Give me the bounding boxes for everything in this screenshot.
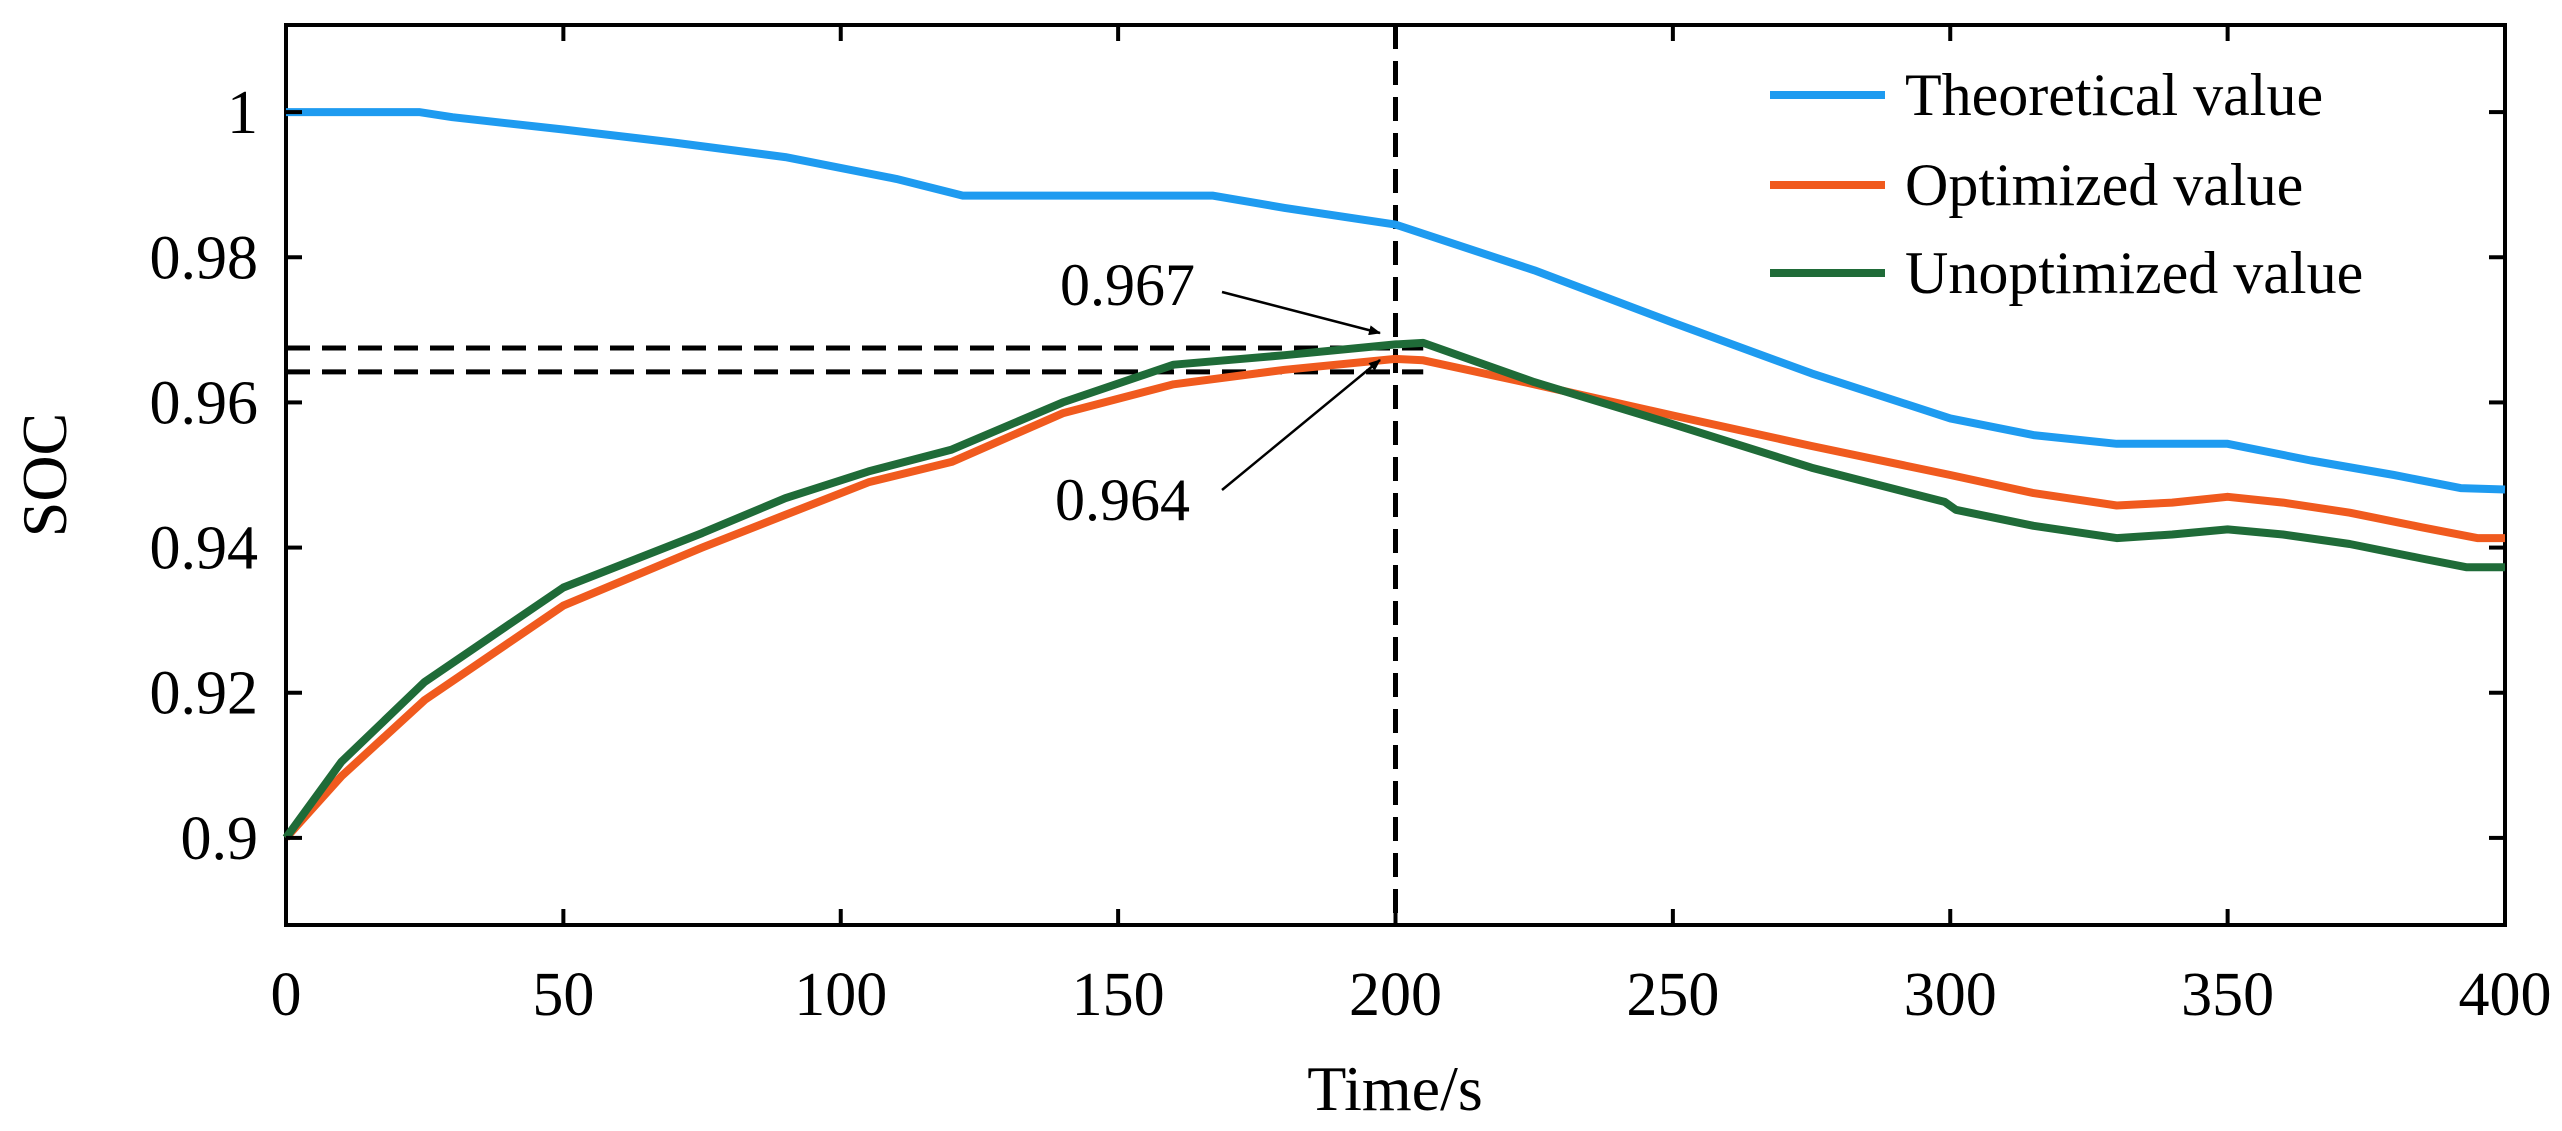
- y-axis-title: SOC: [9, 413, 80, 538]
- axis-ticks: 0 50 100 150 200 250 300 350 400 0.9 0.92 0.94 0.96 0…: [150, 25, 2552, 1029]
- x-tick-label: 0: [271, 961, 302, 1029]
- x-tick-label: 100: [794, 961, 887, 1029]
- reference-lines: [286, 25, 1424, 925]
- y-tick-label: 0.9: [181, 805, 259, 873]
- annotation-arrow-0964: [1221, 359, 1381, 491]
- series-line-optimized-value: [283, 354, 2505, 841]
- x-tick-label: 400: [2459, 961, 2552, 1029]
- x-axis-title: Time/s: [1307, 1053, 1483, 1124]
- annotation-0967: 0.967: [1060, 252, 1195, 318]
- series-line-unoptimized-value: [282, 338, 2505, 841]
- legend-label-unoptimized: Unoptimized value: [1905, 240, 2363, 306]
- x-tick-label: 250: [1626, 961, 1719, 1029]
- annotation-arrow-0967: [1221, 290, 1381, 336]
- x-tick-label: 200: [1349, 961, 1442, 1029]
- x-tick-label: 50: [532, 961, 594, 1029]
- x-tick-label: 150: [1072, 961, 1165, 1029]
- x-tick-label: 350: [2181, 961, 2274, 1029]
- x-tick-label: 300: [1904, 961, 1997, 1029]
- y-tick-label: 0.98: [150, 224, 259, 292]
- y-tick-label: 0.92: [150, 660, 259, 728]
- legend-label-optimized: Optimized value: [1905, 152, 2303, 218]
- legend-label-theoretical: Theoretical value: [1905, 62, 2323, 128]
- series-lines: [282, 108, 2506, 841]
- series-line-theoretical-value: [286, 108, 2506, 494]
- y-tick-label: 1: [227, 79, 258, 147]
- y-tick-label: 0.94: [150, 515, 259, 583]
- y-tick-label: 0.96: [150, 369, 259, 437]
- legend: Theoretical value Optimized value Unopti…: [1770, 62, 2363, 306]
- annotation-0964: 0.964: [1055, 467, 1190, 533]
